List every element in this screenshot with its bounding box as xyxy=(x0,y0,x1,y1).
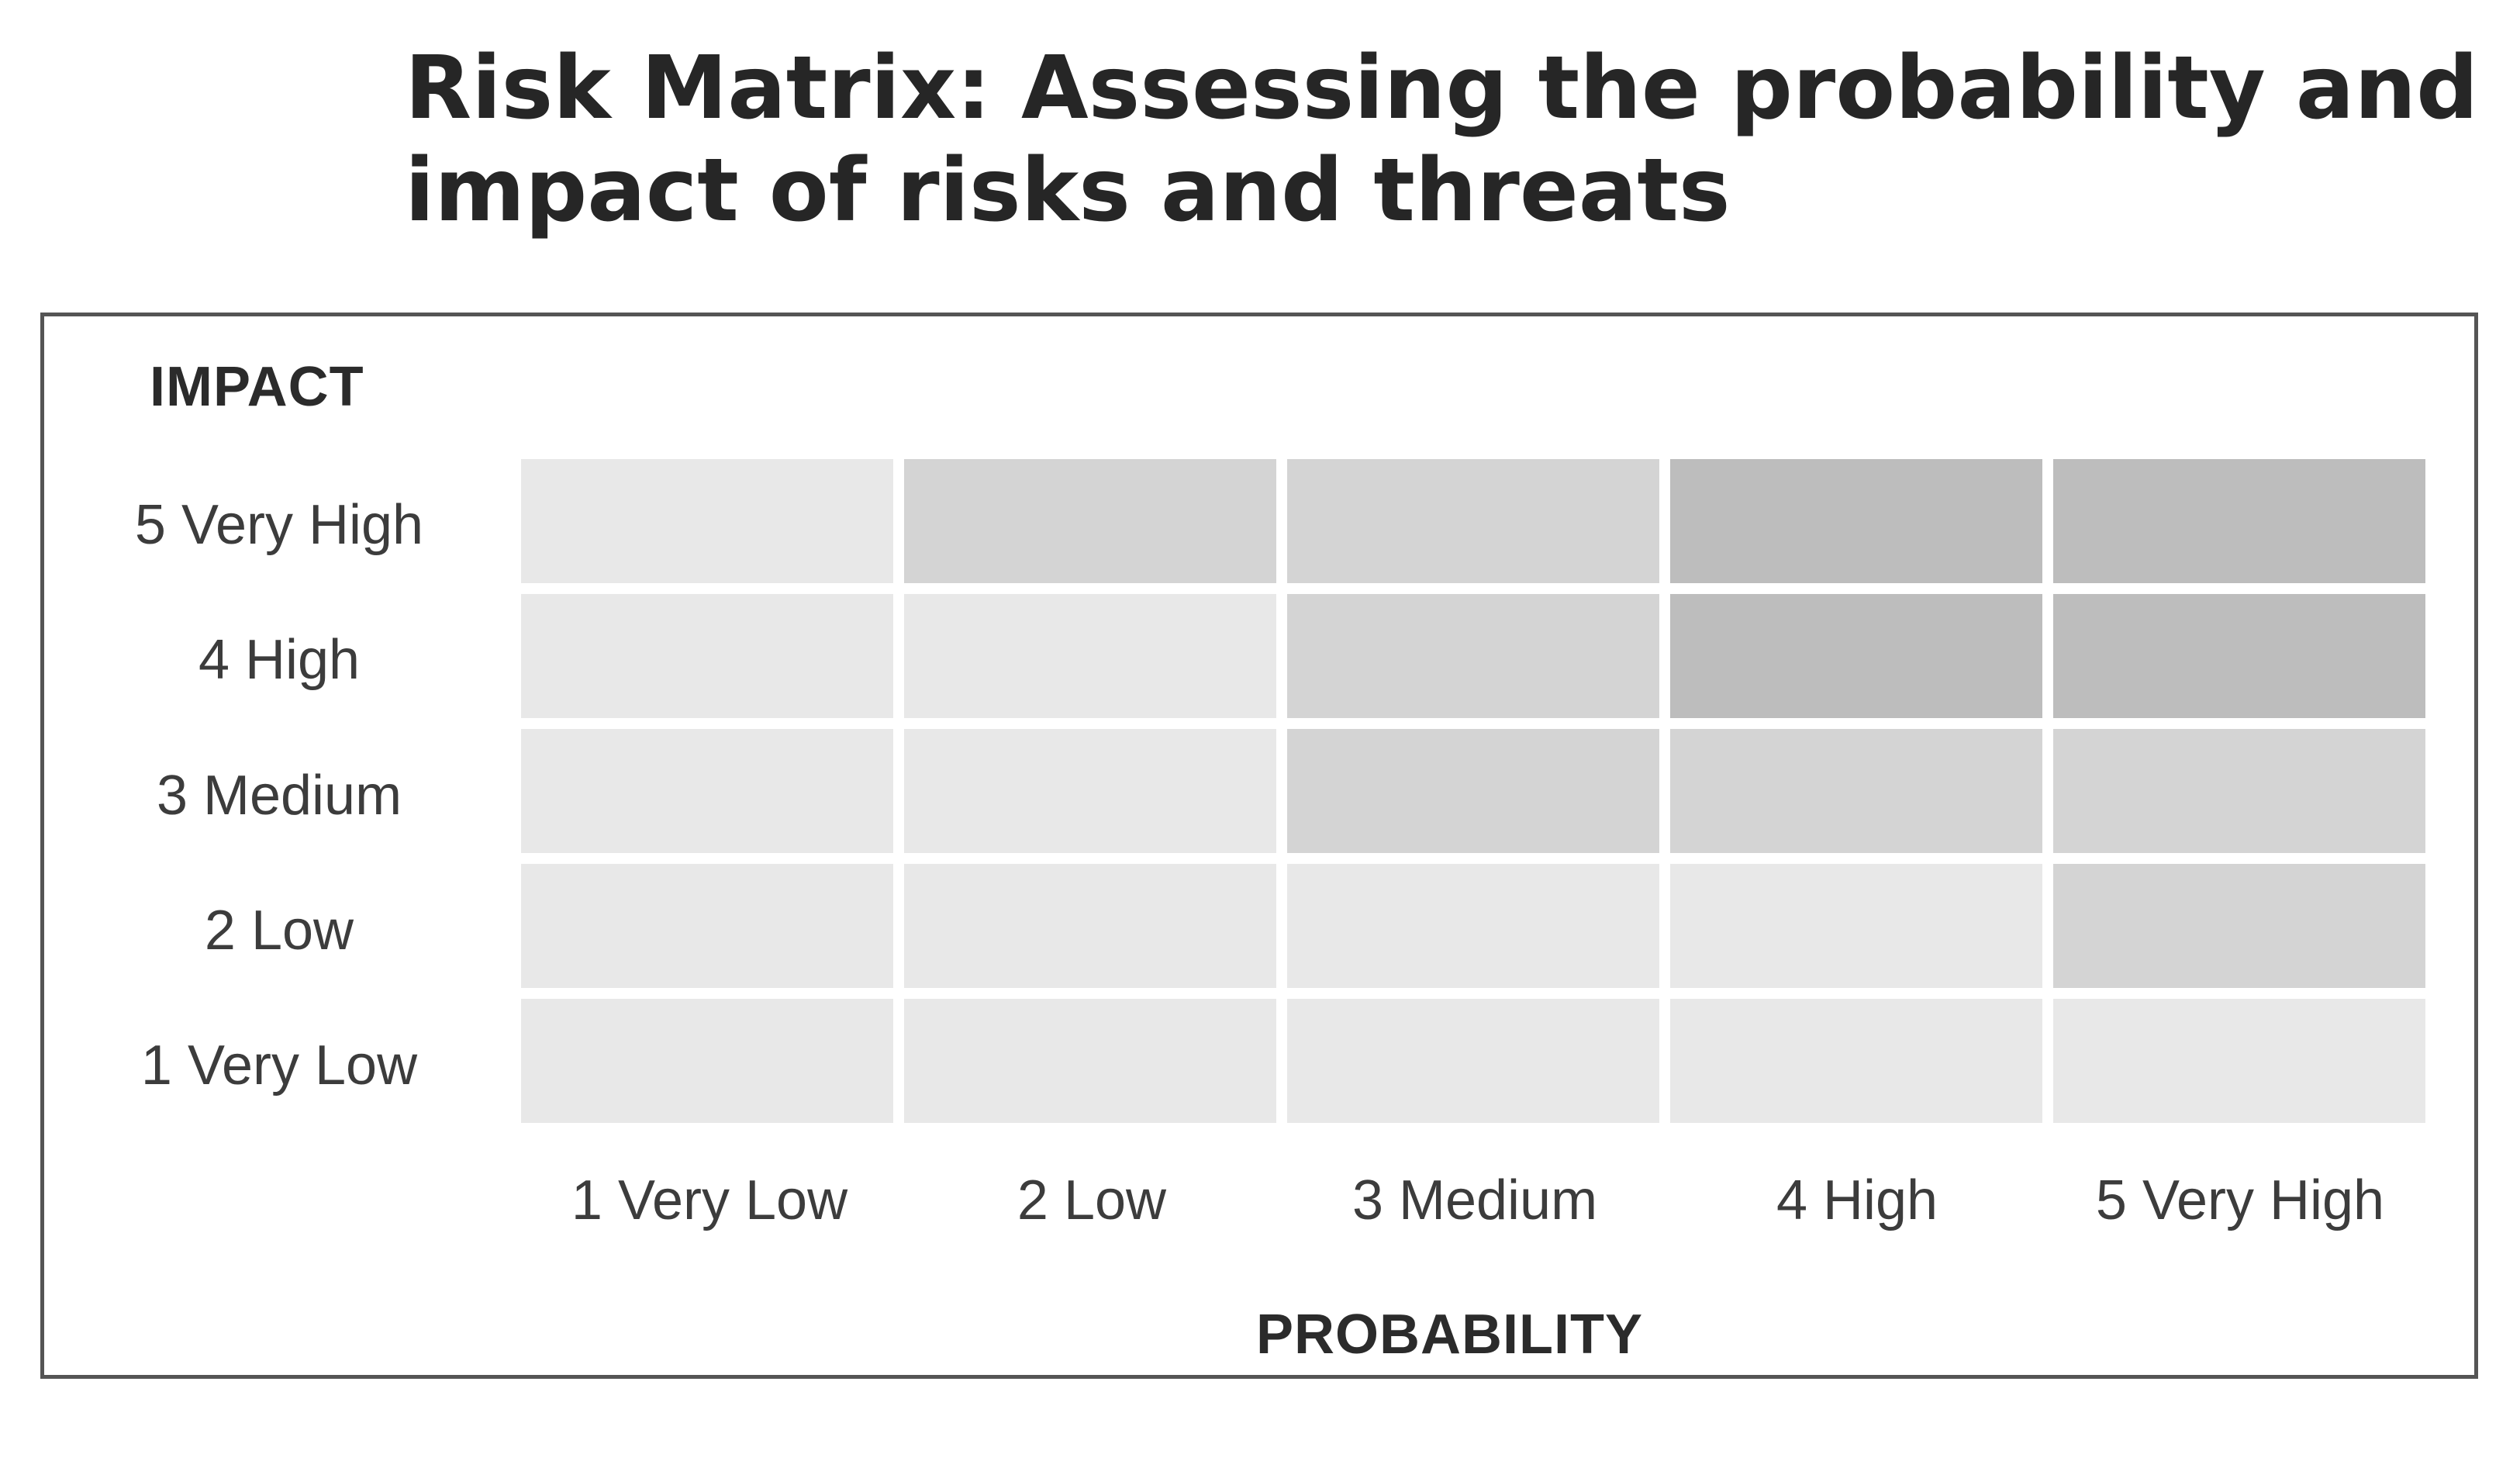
matrix-cell-impact-2-probability-3 xyxy=(1287,864,1659,988)
probability-label-very-high: 5 Very High xyxy=(2095,1169,2385,1231)
matrix-cell-impact-3-probability-1 xyxy=(521,729,893,853)
impact-axis-title: IMPACT xyxy=(150,356,364,418)
probability-label-low: 2 Low xyxy=(1017,1169,1167,1231)
matrix-cell-impact-5-probability-3 xyxy=(1287,459,1659,583)
matrix-cell-impact-1-probability-5 xyxy=(2053,999,2425,1123)
matrix-cell-impact-4-probability-5 xyxy=(2053,594,2425,718)
matrix-cell-impact-2-probability-2 xyxy=(904,864,1276,988)
matrix-cell-impact-5-probability-2 xyxy=(904,459,1276,583)
matrix-cell-impact-4-probability-1 xyxy=(521,594,893,718)
impact-label-very-low: 1 Very Low xyxy=(140,1034,418,1097)
matrix-cell-impact-1-probability-3 xyxy=(1287,999,1659,1123)
matrix-cell-impact-3-probability-2 xyxy=(904,729,1276,853)
impact-label-medium: 3 Medium xyxy=(156,765,402,827)
impact-label-low: 2 Low xyxy=(204,900,354,962)
impact-label-high: 4 High xyxy=(198,629,361,691)
matrix-cell-impact-5-probability-5 xyxy=(2053,459,2425,583)
matrix-cell-impact-3-probability-4 xyxy=(1670,729,2042,853)
probability-label-medium: 3 Medium xyxy=(1351,1169,1598,1231)
matrix-cell-impact-3-probability-5 xyxy=(2053,729,2425,853)
matrix-cell-impact-1-probability-4 xyxy=(1670,999,2042,1123)
matrix-cell-impact-4-probability-2 xyxy=(904,594,1276,718)
probability-axis-title: PROBABILITY xyxy=(1256,1304,1644,1366)
matrix-cell-impact-3-probability-3 xyxy=(1287,729,1659,853)
matrix-cell-impact-1-probability-2 xyxy=(904,999,1276,1123)
matrix-cell-impact-5-probability-4 xyxy=(1670,459,2042,583)
matrix-cell-impact-2-probability-4 xyxy=(1670,864,2042,988)
matrix-cell-impact-4-probability-3 xyxy=(1287,594,1659,718)
matrix-cell-impact-2-probability-1 xyxy=(521,864,893,988)
impact-label-very-high: 5 Very High xyxy=(134,494,424,556)
probability-label-high: 4 High xyxy=(1776,1169,1938,1231)
matrix-cell-impact-5-probability-1 xyxy=(521,459,893,583)
matrix-cell-impact-1-probability-1 xyxy=(521,999,893,1123)
matrix-cell-impact-2-probability-5 xyxy=(2053,864,2425,988)
matrix-cell-impact-4-probability-4 xyxy=(1670,594,2042,718)
probability-label-very-low: 1 Very Low xyxy=(571,1169,848,1231)
chart-title: Risk Matrix: Assessing the probability a… xyxy=(405,38,2479,241)
